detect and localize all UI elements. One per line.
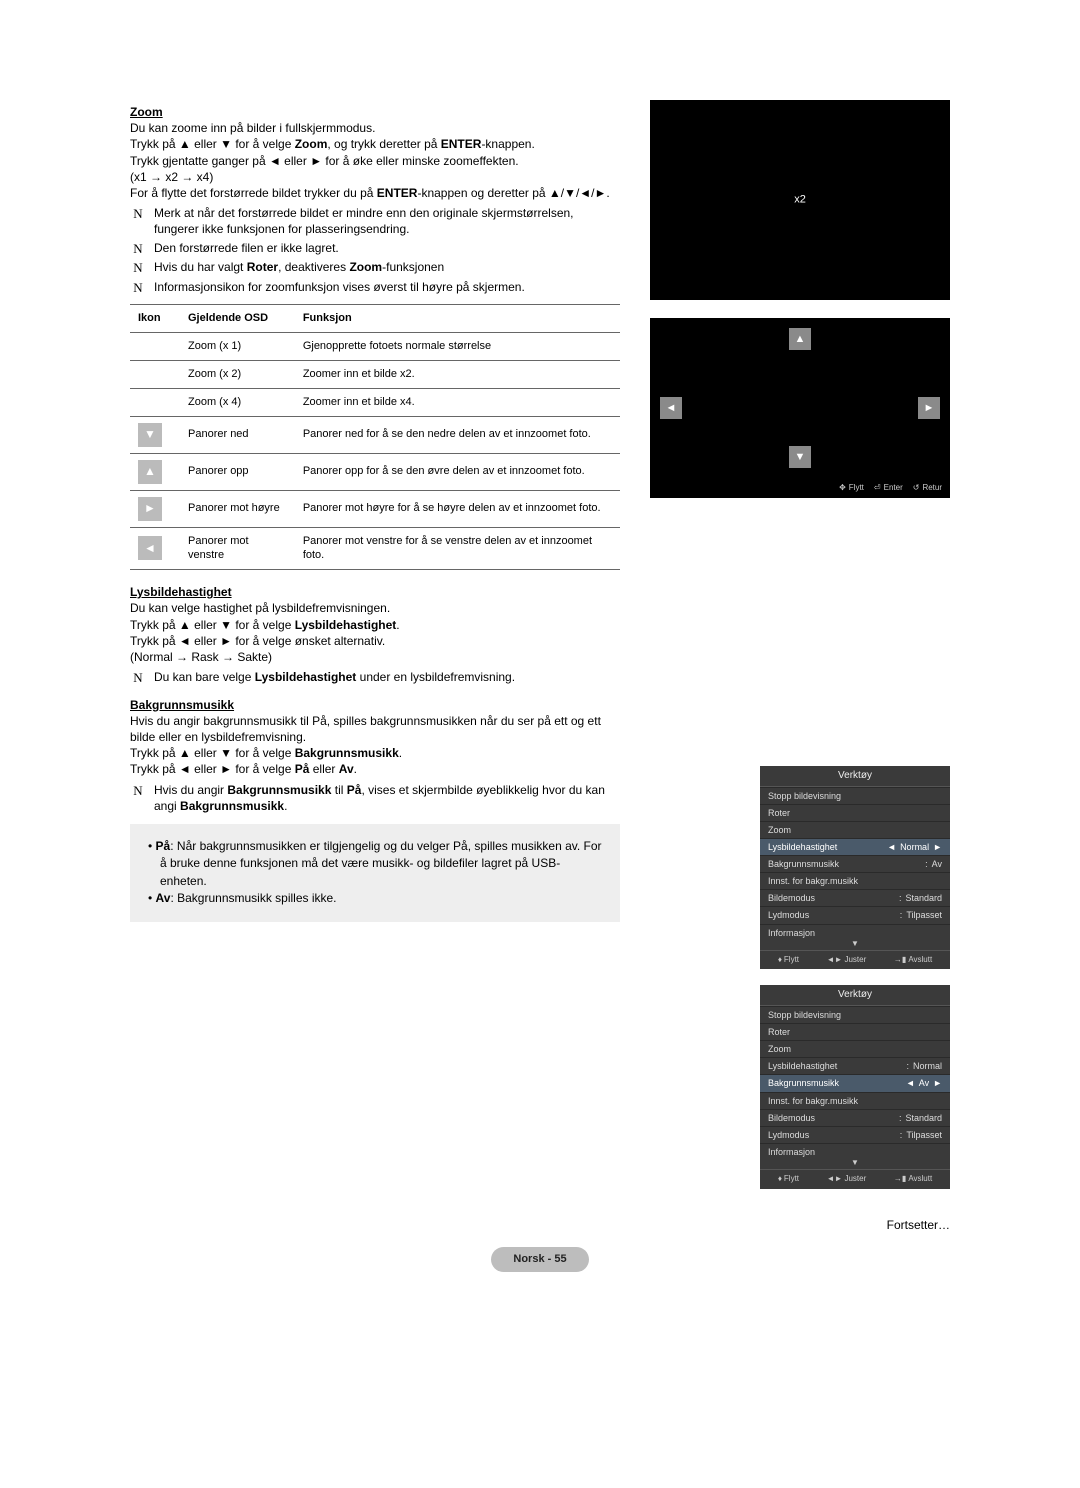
tool-menu-item[interactable]: Stopp bildevisning — [760, 1006, 950, 1023]
arrow-icon: ► — [138, 497, 162, 521]
slideshow-section: Lysbildehastighet Du kan velge hastighet… — [130, 584, 620, 686]
slideshow-title: Lysbildehastighet — [130, 584, 620, 600]
tool-panel-title: Verktøy — [760, 766, 950, 787]
enter-icon: ⏎ — [874, 483, 881, 494]
move-icon: ♦ — [778, 955, 782, 966]
tool-menu-item[interactable]: Roter — [760, 1023, 950, 1040]
note-icon: N — [130, 205, 146, 237]
bgm-section: Bakgrunnsmusikk Hvis du angir bakgrunnsm… — [130, 697, 620, 922]
arrow-icon: ◄ — [138, 536, 162, 560]
zoom-intro3: Trykk gjentatte ganger på ◄ eller ► for … — [130, 153, 620, 169]
tool-menu-item[interactable]: Bakgrunnsmusikk◄Av► — [760, 1074, 950, 1091]
chevron-down-icon: ▼ — [760, 1158, 950, 1169]
zoom-preview-screen: x2 — [650, 100, 950, 300]
bgm-info-box: • På: Når bakgrunnsmusikken er tilgjenge… — [130, 824, 620, 922]
move-icon: ✥ — [839, 483, 846, 494]
chevron-left-icon[interactable]: ◄ — [887, 841, 896, 853]
zoom-section: Zoom Du kan zoome inn på bilder i fullsk… — [130, 104, 620, 570]
pan-up-icon[interactable]: ▲ — [789, 328, 811, 350]
tool-menu-item[interactable]: Zoom — [760, 1040, 950, 1057]
pan-preview-screen: ▲ ▼ ◄ ► ✥Flytt ⏎Enter ↺Retur — [650, 318, 950, 498]
note-icon: N — [130, 259, 146, 277]
adjust-icon: ◄► — [827, 955, 843, 966]
pan-right-icon[interactable]: ► — [918, 397, 940, 419]
note-icon: N — [130, 240, 146, 258]
move-icon: ♦ — [778, 1174, 782, 1185]
tool-panel-title: Verktøy — [760, 985, 950, 1006]
pan-left-icon[interactable]: ◄ — [660, 397, 682, 419]
chevron-left-icon[interactable]: ◄ — [906, 1077, 915, 1089]
zoom-intro1: Du kan zoome inn på bilder i fullskjermm… — [130, 120, 620, 136]
exit-icon: →▮ — [894, 955, 906, 966]
table-row: ◄Panorer mot venstrePanorer mot venstre … — [130, 527, 620, 570]
pan-down-icon[interactable]: ▼ — [789, 446, 811, 468]
zoom-intro2: Trykk på ▲ eller ▼ for å velge Zoom, og … — [130, 136, 620, 152]
tool-menu-item[interactable]: Lysbildehastighet: Normal — [760, 1057, 950, 1074]
adjust-icon: ◄► — [827, 1174, 843, 1185]
zoom-table: Ikon Gjeldende OSD Funksjon Zoom (x 1)Gj… — [130, 304, 620, 570]
tool-panel-1: Verktøy Stopp bildevisningRoterZoomLysbi… — [760, 766, 950, 969]
tool-menu-item[interactable]: Innst. for bakgr.musikk — [760, 872, 950, 889]
note-icon: N — [130, 279, 146, 297]
page-number: Norsk - 55 — [491, 1247, 588, 1272]
zoom-notes: NMerk at når det forstørrede bildet er m… — [130, 205, 620, 296]
tool-menu-item[interactable]: Roter — [760, 804, 950, 821]
table-row: Zoom (x 1)Gjenopprette fotoets normale s… — [130, 332, 620, 360]
continues-label: Fortsetter… — [130, 1217, 950, 1233]
page-footer: Norsk - 55 — [130, 1247, 950, 1272]
tool-menu-item[interactable]: Lydmodus: Tilpasset — [760, 906, 950, 923]
return-icon: ↺ — [913, 483, 920, 494]
tool-menu-item[interactable]: Lysbildehastighet◄Normal► — [760, 838, 950, 855]
tool-menu-item[interactable]: Bakgrunnsmusikk: Av — [760, 855, 950, 872]
chevron-down-icon: ▼ — [760, 939, 950, 950]
note-icon: N — [130, 669, 146, 687]
table-row: Zoom (x 4)Zoomer inn et bilde x4. — [130, 388, 620, 416]
tool-panel-2: Verktøy Stopp bildevisningRoterZoomLysbi… — [760, 985, 950, 1188]
chevron-right-icon[interactable]: ► — [933, 1077, 942, 1089]
chevron-right-icon[interactable]: ► — [933, 841, 942, 853]
table-row: ▲Panorer oppPanorer opp for å se den øvr… — [130, 453, 620, 490]
table-row: ▼Panorer nedPanorer ned for å se den ned… — [130, 416, 620, 453]
tool-menu-item[interactable]: Zoom — [760, 821, 950, 838]
table-row: ►Panorer mot høyrePanorer mot høyre for … — [130, 490, 620, 527]
exit-icon: →▮ — [894, 1174, 906, 1185]
tool-menu-item[interactable]: Stopp bildevisning — [760, 787, 950, 804]
note-icon: N — [130, 782, 146, 814]
bgm-title: Bakgrunnsmusikk — [130, 697, 620, 713]
zoom-intro5: For å flytte det forstørrede bildet tryk… — [130, 185, 620, 201]
zoom-level-label: x2 — [794, 193, 806, 208]
tool-menu-item[interactable]: Innst. for bakgr.musikk — [760, 1092, 950, 1109]
tool-menu-item[interactable]: Bildemodus: Standard — [760, 1109, 950, 1126]
screen-footer: ✥Flytt ⏎Enter ↺Retur — [839, 483, 942, 494]
table-row: Zoom (x 2)Zoomer inn et bilde x2. — [130, 360, 620, 388]
tool-menu-item[interactable]: Lydmodus: Tilpasset — [760, 1126, 950, 1143]
zoom-title: Zoom — [130, 104, 620, 120]
arrow-icon: ▼ — [138, 423, 162, 447]
zoom-intro4: (x1 → x2 → x4) — [130, 169, 620, 185]
arrow-icon: ▲ — [138, 460, 162, 484]
tool-menu-item[interactable]: Bildemodus: Standard — [760, 889, 950, 906]
